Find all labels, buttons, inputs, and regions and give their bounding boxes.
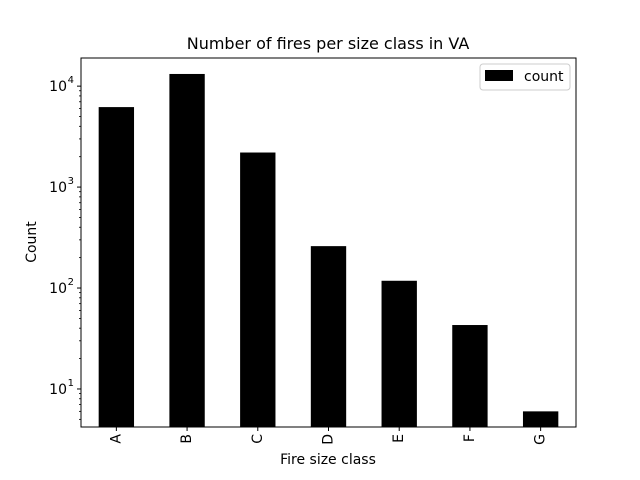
legend-swatch	[485, 70, 513, 81]
x-tick-label-B: B	[179, 434, 195, 444]
bar-F	[452, 325, 488, 427]
y-tick-exponent-1: 1	[68, 378, 74, 389]
x-tick-label-C: C	[250, 434, 266, 444]
legend-label-count: count	[524, 69, 564, 85]
x-axis-label: Fire size class	[280, 452, 376, 468]
y-axis-label: Count	[24, 221, 40, 263]
chart-title: Number of fires per size class in VA	[187, 34, 470, 53]
bar-D	[310, 246, 347, 427]
x-tick-label-F: F	[462, 434, 478, 442]
plot-frame	[80, 57, 577, 428]
y-tick-label-1: 10	[49, 382, 67, 398]
y-tick-exponent-3: 3	[68, 176, 74, 187]
x-axis-ticks: A B C D E F G	[108, 427, 549, 445]
x-tick-label-D: D	[321, 434, 337, 445]
x-tick-label-A: A	[108, 434, 124, 444]
x-tick-label-E: E	[391, 434, 407, 443]
bar-B	[169, 73, 205, 428]
x-tick-label-G: G	[533, 434, 549, 445]
y-tick-exponent-4: 4	[68, 75, 74, 86]
bar-C	[240, 152, 276, 428]
y-tick-exponent-2: 2	[68, 277, 74, 288]
bar-E	[381, 280, 417, 427]
bar-A	[98, 107, 135, 427]
y-tick-label-4: 10	[49, 79, 67, 95]
bars	[98, 73, 559, 428]
legend: count	[479, 63, 571, 91]
bar-G	[522, 411, 559, 427]
y-tick-label-3: 10	[49, 180, 67, 196]
y-tick-label-2: 10	[49, 281, 67, 297]
